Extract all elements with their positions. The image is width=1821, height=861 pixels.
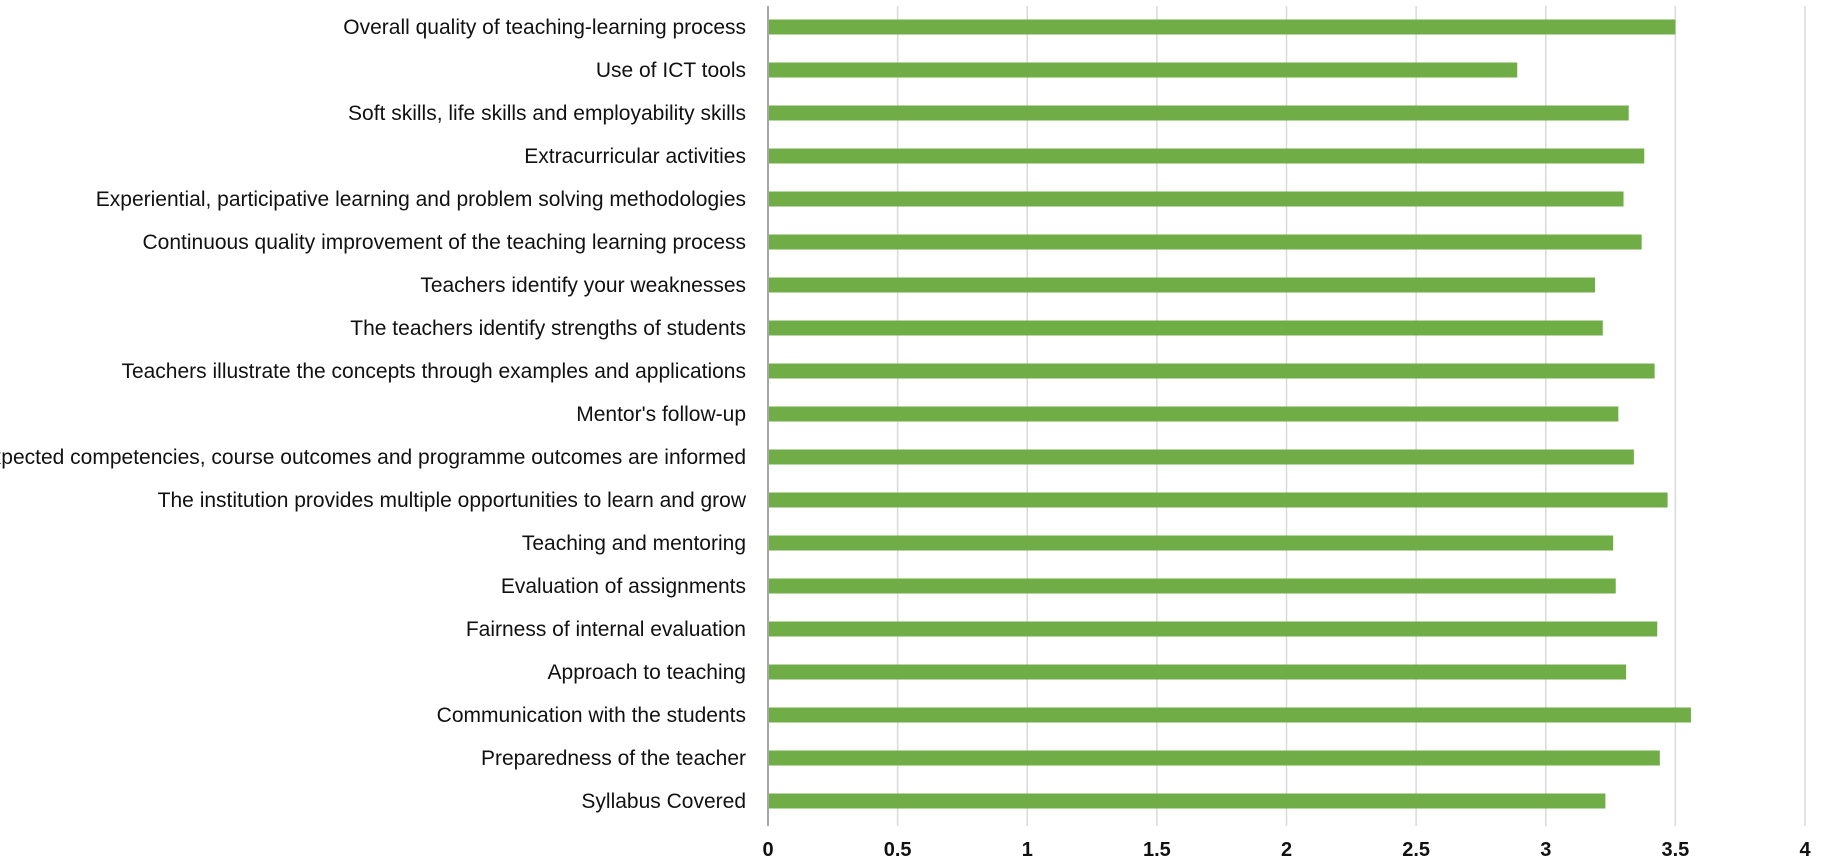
bar-6 [768,277,1596,293]
category-label-12: Teaching and mentoring [522,532,746,555]
category-label-4: Experiential, participative learning and… [96,188,746,211]
x-tick-label-8: 4 [1799,839,1811,861]
bar-18 [768,793,1606,809]
x-tick-label-5: 2.5 [1402,839,1430,861]
bar-11 [768,492,1668,508]
bar-9 [768,406,1619,422]
category-label-13: Evaluation of assignments [501,575,746,598]
category-label-5: Continuous quality improvement of the te… [142,231,746,254]
bar-17 [768,750,1660,766]
bar-12 [768,535,1614,551]
category-label-15: Approach to teaching [548,661,746,684]
bar-13 [768,578,1616,594]
category-label-11: The institution provides multiple opport… [158,489,747,512]
category-label-8: Teachers illustrate the concepts through… [121,360,746,383]
category-label-1: Use of ICT tools [596,59,746,82]
bar-1 [768,62,1518,78]
category-label-18: Syllabus Covered [581,790,746,813]
category-label-9: Mentor's follow-up [576,403,746,426]
category-label-0: Overall quality of teaching-learning pro… [343,16,746,39]
x-tick-label-6: 3 [1540,839,1551,861]
x-tick-label-2: 1 [1022,839,1033,861]
bar-16 [768,707,1691,723]
bar-15 [768,664,1627,680]
x-tick-label-3: 1.5 [1143,839,1171,861]
category-label-6: Teachers identify your weaknesses [420,274,746,297]
x-tick-label-1: 0.5 [884,839,912,861]
x-tick-label-7: 3.5 [1661,839,1689,861]
category-label-14: Fairness of internal evaluation [466,618,746,641]
bar-7 [768,320,1603,336]
category-labels: Overall quality of teaching-learning pro… [0,16,747,813]
category-label-7: The teachers identify strengths of stude… [350,317,746,340]
bar-8 [768,363,1655,379]
x-tick-label-4: 2 [1281,839,1292,861]
x-tick-label-0: 0 [762,839,773,861]
category-label-17: Preparedness of the teacher [481,747,746,770]
bar-5 [768,234,1642,250]
category-label-16: Communication with the students [437,704,746,727]
category-label-2: Soft skills, life skills and employabili… [348,102,746,125]
bar-3 [768,148,1645,164]
bar-0 [768,19,1676,35]
category-label-3: Extracurricular activities [524,145,746,168]
bar-2 [768,105,1629,121]
bar-10 [768,449,1634,465]
tick-labels: 0 0.5 1 1.5 2 2.5 3 3.5 4 [762,839,1811,861]
bars [768,19,1691,809]
bar-4 [768,191,1624,207]
bar-14 [768,621,1658,637]
category-label-10: Expected competencies, course outcomes a… [0,446,746,469]
